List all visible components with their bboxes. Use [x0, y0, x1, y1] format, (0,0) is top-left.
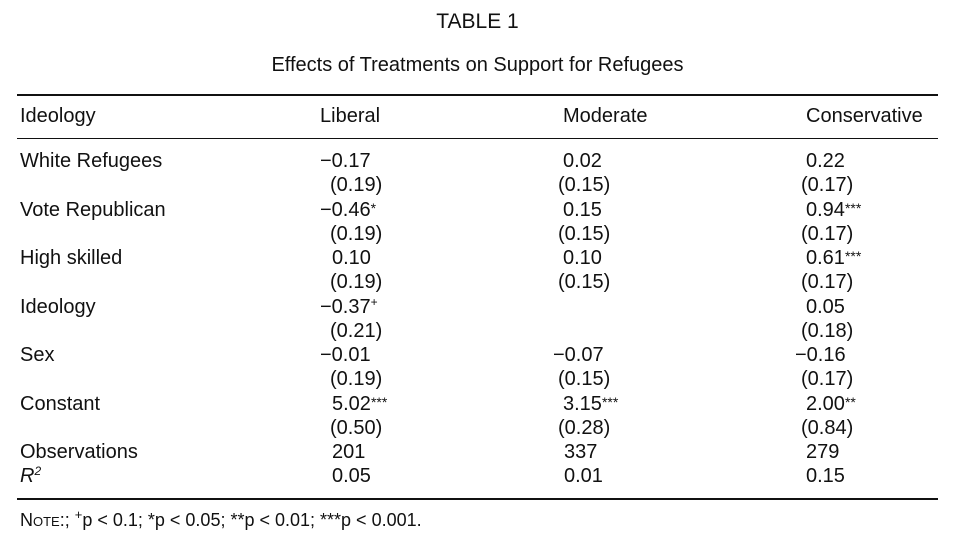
- coefficient-liberal: −0.46*: [320, 198, 376, 222]
- coefficient-value: 0.10: [332, 247, 371, 269]
- coefficient-value: 5.02: [332, 393, 371, 415]
- r2-label: R2: [20, 464, 41, 488]
- note-prefix: Note:;: [20, 510, 70, 530]
- coefficient-conservative: −0.16: [795, 343, 846, 367]
- significance-marker: ***: [601, 394, 619, 410]
- observations-conservative: 279: [806, 441, 840, 463]
- standard-error-liberal: (0.19): [330, 368, 383, 390]
- significance-marker: +: [370, 295, 378, 309]
- significance-marker: ***: [370, 394, 388, 410]
- coefficient-value: 0.15: [563, 199, 602, 221]
- coefficient-value: 0.61: [806, 247, 845, 269]
- row-label: White Refugees: [20, 150, 163, 172]
- table-title: TABLE 1: [436, 10, 519, 33]
- table-note: Note:; +p < 0.1; *p < 0.05; **p < 0.01; …: [20, 508, 422, 532]
- coefficient-liberal: −0.17: [320, 149, 371, 173]
- coefficient-moderate: −0.07: [553, 343, 604, 367]
- coefficient-value: 0.22: [806, 150, 845, 172]
- significance-marker: ***: [844, 248, 862, 264]
- coefficient-value: 0.94: [806, 199, 845, 221]
- row-label: Ideology: [20, 296, 96, 318]
- r2-moderate: 0.01: [564, 465, 603, 487]
- standard-error-conservative: (0.17): [801, 174, 854, 196]
- coefficient-value: 0.02: [563, 150, 602, 172]
- coefficient-liberal: 0.10: [332, 246, 371, 270]
- coefficient-conservative: 0.61***: [806, 246, 861, 270]
- coefficient-value: 0.05: [806, 296, 845, 318]
- r2-conservative: 0.15: [806, 465, 845, 487]
- standard-error-moderate: (0.28): [558, 417, 611, 439]
- standard-error-conservative: (0.17): [801, 271, 854, 293]
- coefficient-value: −0.01: [320, 344, 371, 366]
- coefficient-moderate: 0.02: [563, 149, 602, 173]
- coefficient-moderate: 3.15***: [563, 392, 618, 416]
- observations-liberal: 201: [332, 441, 366, 463]
- standard-error-liberal: (0.21): [330, 320, 383, 342]
- observations-moderate: 337: [564, 441, 598, 463]
- coefficient-value: −0.07: [553, 344, 604, 366]
- coefficient-moderate: 0.10: [563, 246, 602, 270]
- header-rule: [17, 138, 938, 139]
- coefficient-moderate: 0.15: [563, 198, 602, 222]
- coefficient-value: 0.10: [563, 247, 602, 269]
- coefficient-value: −0.46: [320, 199, 371, 221]
- standard-error-conservative: (0.18): [801, 320, 854, 342]
- header-moderate: Moderate: [563, 105, 648, 127]
- header-conservative: Conservative: [806, 105, 923, 127]
- coefficient-conservative: 0.22: [806, 149, 845, 173]
- note-plus-symbol: +: [74, 507, 83, 522]
- top-rule: [17, 94, 938, 96]
- standard-error-liberal: (0.19): [330, 174, 383, 196]
- significance-marker: ***: [844, 200, 862, 216]
- table-subtitle: Effects of Treatments on Support for Ref…: [271, 54, 684, 76]
- observations-label: Observations: [20, 441, 138, 463]
- coefficient-value: −0.16: [795, 344, 846, 366]
- r2-label-sup: 2: [34, 464, 42, 478]
- r2-liberal: 0.05: [332, 465, 371, 487]
- coefficient-liberal: −0.37+: [320, 295, 378, 319]
- significance-marker: *: [370, 200, 377, 216]
- standard-error-moderate: (0.15): [558, 368, 611, 390]
- standard-error-moderate: (0.15): [558, 223, 611, 245]
- standard-error-conservative: (0.17): [801, 223, 854, 245]
- coefficient-conservative: 2.00**: [806, 392, 856, 416]
- coefficient-conservative: 0.05: [806, 295, 845, 319]
- coefficient-value: −0.37: [320, 296, 371, 318]
- bottom-rule: [17, 498, 938, 500]
- note-items: p < 0.1; *p < 0.05; **p < 0.01; ***p < 0…: [82, 510, 422, 530]
- r2-label-main: R: [20, 465, 35, 487]
- row-label: High skilled: [20, 247, 123, 269]
- coefficient-liberal: −0.01: [320, 343, 371, 367]
- standard-error-liberal: (0.50): [330, 417, 383, 439]
- coefficient-value: −0.17: [320, 150, 371, 172]
- header-ideology: Ideology: [20, 105, 96, 127]
- coefficient-liberal: 5.02***: [332, 392, 387, 416]
- coefficient-value: 2.00: [806, 393, 845, 415]
- row-label: Vote Republican: [20, 199, 166, 221]
- coefficient-value: 3.15: [563, 393, 602, 415]
- standard-error-moderate: (0.15): [558, 174, 611, 196]
- standard-error-liberal: (0.19): [330, 271, 383, 293]
- row-label: Constant: [20, 393, 101, 415]
- standard-error-moderate: (0.15): [558, 271, 611, 293]
- row-label: Sex: [20, 344, 55, 366]
- significance-marker: **: [844, 394, 856, 410]
- standard-error-liberal: (0.19): [330, 223, 383, 245]
- standard-error-conservative: (0.84): [801, 417, 854, 439]
- coefficient-conservative: 0.94***: [806, 198, 861, 222]
- header-liberal: Liberal: [320, 105, 381, 127]
- standard-error-conservative: (0.17): [801, 368, 854, 390]
